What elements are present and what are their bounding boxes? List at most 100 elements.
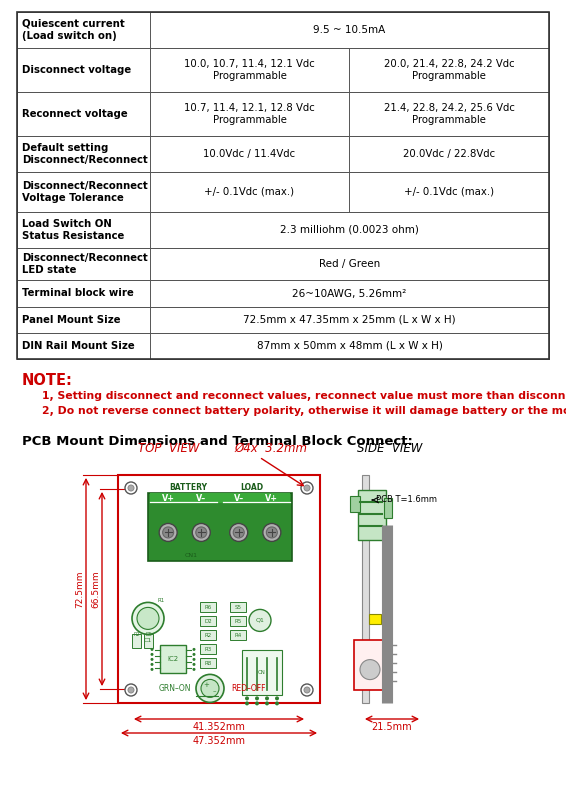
Bar bbox=[230, 602, 246, 613]
Text: R8: R8 bbox=[204, 661, 212, 666]
Text: R4: R4 bbox=[234, 633, 242, 638]
Circle shape bbox=[192, 648, 195, 651]
Bar bbox=[242, 650, 282, 695]
Text: Panel Mount Size: Panel Mount Size bbox=[22, 315, 121, 325]
Circle shape bbox=[125, 684, 137, 696]
Circle shape bbox=[275, 696, 279, 701]
Text: 2.3 milliohm (0.0023 ohm): 2.3 milliohm (0.0023 ohm) bbox=[280, 225, 419, 235]
Bar bbox=[230, 616, 246, 626]
Circle shape bbox=[245, 696, 249, 701]
Bar bbox=[17, 12, 549, 359]
Text: V–: V– bbox=[196, 494, 207, 503]
Circle shape bbox=[275, 702, 279, 706]
Text: +/- 0.1Vdc (max.): +/- 0.1Vdc (max.) bbox=[404, 187, 494, 197]
Bar bbox=[350, 496, 360, 512]
Text: Terminal block wire: Terminal block wire bbox=[22, 289, 134, 298]
Text: Quiescent current
(Load switch on): Quiescent current (Load switch on) bbox=[22, 18, 125, 42]
Text: –: – bbox=[212, 688, 216, 694]
Circle shape bbox=[301, 684, 313, 696]
Text: S5: S5 bbox=[234, 605, 242, 610]
Circle shape bbox=[196, 527, 207, 538]
Text: 1, Setting disconnect and reconnect values, reconnect value must more than disco: 1, Setting disconnect and reconnect valu… bbox=[42, 391, 566, 401]
Text: 66.5mm: 66.5mm bbox=[91, 570, 100, 608]
Text: 41.352mm: 41.352mm bbox=[192, 722, 246, 732]
Circle shape bbox=[151, 668, 153, 671]
Text: R2: R2 bbox=[133, 632, 140, 638]
Bar bbox=[200, 630, 216, 640]
Text: Reconnect voltage: Reconnect voltage bbox=[22, 109, 127, 119]
Circle shape bbox=[125, 482, 137, 494]
Bar bbox=[160, 646, 186, 674]
Text: V+: V+ bbox=[162, 494, 175, 503]
Circle shape bbox=[249, 610, 271, 631]
Circle shape bbox=[192, 523, 211, 542]
Text: RED–OFF: RED–OFF bbox=[231, 684, 265, 693]
Text: R1: R1 bbox=[158, 598, 165, 603]
Text: BATTERY: BATTERY bbox=[169, 483, 207, 492]
Text: 21.5mm: 21.5mm bbox=[372, 722, 412, 732]
Text: DIN Rail Mount Size: DIN Rail Mount Size bbox=[22, 341, 135, 351]
Text: 72.5mm: 72.5mm bbox=[75, 570, 84, 608]
Text: 10.0Vdc / 11.4Vdc: 10.0Vdc / 11.4Vdc bbox=[203, 149, 295, 159]
Circle shape bbox=[265, 702, 269, 706]
Circle shape bbox=[196, 674, 224, 702]
Circle shape bbox=[151, 653, 153, 656]
Text: R2: R2 bbox=[204, 633, 212, 638]
Bar bbox=[17, 48, 549, 92]
Circle shape bbox=[233, 527, 244, 538]
Circle shape bbox=[255, 702, 259, 706]
Text: 10.7, 11.4, 12.1, 12.8 Vdc
Programmable: 10.7, 11.4, 12.1, 12.8 Vdc Programmable bbox=[184, 102, 315, 126]
Bar bbox=[354, 640, 389, 690]
Circle shape bbox=[265, 696, 269, 701]
Bar bbox=[384, 498, 392, 518]
Bar bbox=[144, 634, 153, 648]
Circle shape bbox=[245, 702, 249, 706]
Text: D5: D5 bbox=[145, 632, 152, 638]
Bar bbox=[17, 333, 549, 359]
Bar bbox=[17, 172, 549, 212]
Circle shape bbox=[304, 687, 310, 693]
Text: CN: CN bbox=[258, 670, 266, 675]
Circle shape bbox=[192, 658, 195, 661]
Bar bbox=[17, 136, 549, 172]
Text: 10.0, 10.7, 11.4, 12.1 Vdc
Programmable: 10.0, 10.7, 11.4, 12.1 Vdc Programmable bbox=[184, 58, 315, 82]
Text: 21.4, 22.8, 24.2, 25.6 Vdc
Programmable: 21.4, 22.8, 24.2, 25.6 Vdc Programmable bbox=[384, 102, 514, 126]
Text: Load Switch ON
Status Resistance: Load Switch ON Status Resistance bbox=[22, 218, 125, 242]
Text: 20.0Vdc / 22.8Vdc: 20.0Vdc / 22.8Vdc bbox=[403, 149, 495, 159]
Text: GRN–ON: GRN–ON bbox=[158, 684, 191, 693]
Circle shape bbox=[192, 668, 195, 671]
Text: SIDE  VIEW: SIDE VIEW bbox=[357, 442, 423, 455]
Circle shape bbox=[304, 485, 310, 491]
Text: R3: R3 bbox=[204, 647, 212, 652]
Text: 47.352mm: 47.352mm bbox=[192, 736, 246, 746]
Circle shape bbox=[159, 523, 177, 542]
Circle shape bbox=[360, 659, 380, 679]
Circle shape bbox=[263, 523, 281, 542]
Circle shape bbox=[267, 527, 277, 538]
Circle shape bbox=[201, 679, 219, 698]
Text: 72.5mm x 47.35mm x 25mm (L x W x H): 72.5mm x 47.35mm x 25mm (L x W x H) bbox=[243, 315, 456, 325]
Text: D2: D2 bbox=[204, 619, 212, 624]
Bar bbox=[150, 493, 290, 503]
Circle shape bbox=[132, 602, 164, 634]
Bar bbox=[132, 634, 141, 648]
Text: 87mm x 50mm x 48mm (L x W x H): 87mm x 50mm x 48mm (L x W x H) bbox=[256, 341, 443, 351]
Bar bbox=[118, 475, 320, 703]
Text: +/- 0.1Vdc (max.): +/- 0.1Vdc (max.) bbox=[204, 187, 294, 197]
Text: 2, Do not reverse connect battery polarity, otherwise it will damage battery or : 2, Do not reverse connect battery polari… bbox=[42, 406, 566, 416]
Text: TOP  VIEW: TOP VIEW bbox=[138, 442, 199, 455]
Bar bbox=[17, 212, 549, 248]
Circle shape bbox=[137, 607, 159, 630]
Circle shape bbox=[230, 523, 248, 542]
Text: NOTE:: NOTE: bbox=[22, 373, 73, 388]
Text: R5: R5 bbox=[234, 619, 242, 624]
Text: R6: R6 bbox=[204, 605, 212, 610]
Text: 20.0, 21.4, 22.8, 24.2 Vdc
Programmable: 20.0, 21.4, 22.8, 24.2 Vdc Programmable bbox=[384, 58, 514, 82]
Bar bbox=[362, 475, 369, 703]
Text: +: + bbox=[203, 682, 209, 688]
Text: Default setting
Disconnect/Reconnect: Default setting Disconnect/Reconnect bbox=[22, 142, 148, 166]
Bar bbox=[17, 307, 549, 333]
Text: Disconnect voltage: Disconnect voltage bbox=[22, 65, 131, 75]
Text: C1: C1 bbox=[144, 638, 152, 643]
Text: Red / Green: Red / Green bbox=[319, 259, 380, 269]
